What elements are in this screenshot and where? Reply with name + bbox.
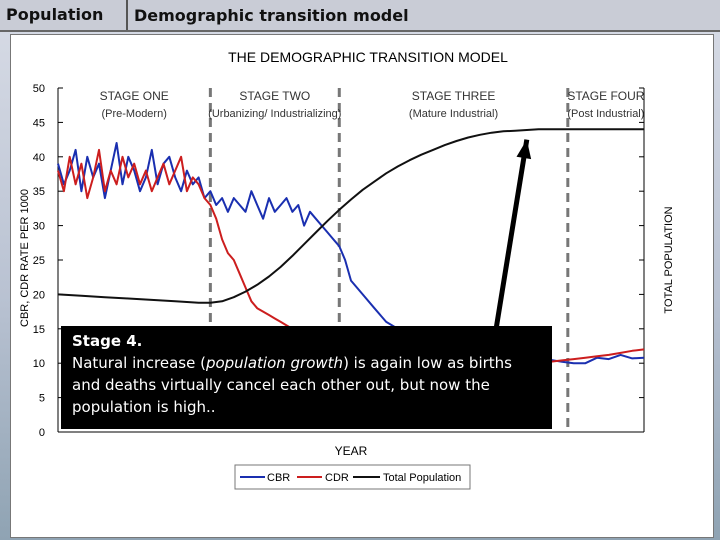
caption-text-after: ) is again low as births and deaths virt… (72, 354, 512, 416)
stage-subtitle: (Pre-Modern) (101, 108, 166, 120)
legend: CBR CDR Total Population (234, 464, 471, 490)
series-line-total-population (57, 128, 644, 304)
y-tick-label: 45 (33, 117, 45, 129)
stage-title: STAGE TWO (239, 89, 310, 103)
y-tick-label: 10 (33, 358, 45, 370)
caption-text-italic: population growth (205, 354, 344, 372)
y-tick-label: 35 (33, 186, 45, 198)
stage-four-caption: Stage 4. Natural increase (population gr… (61, 326, 552, 429)
legend-box (234, 464, 471, 490)
chart-frame (10, 34, 714, 538)
arrow-shaft (489, 139, 530, 357)
stage-title: STAGE THREE (412, 89, 496, 103)
stage-subtitle: (Mature Industrial) (409, 108, 498, 120)
y-tick-label: 5 (39, 393, 45, 405)
right-axis-label: TOTAL POPULATION (663, 206, 675, 313)
y-tick-label: 30 (33, 221, 45, 233)
stage-subtitle: (Post Industrial) (567, 108, 644, 120)
y-axis-label: CBR, CDR RATE PER 1000 (19, 189, 31, 327)
stage-title: STAGE ONE (100, 89, 169, 103)
x-axis-label: YEAR (335, 444, 368, 458)
legend-population-label: Total Population (383, 472, 461, 484)
stage-labels: STAGE ONE (Pre-Modern) STAGE TWO (Urbanizin… (100, 89, 645, 120)
axes: 0 5 10 15 20 25 30 35 40 45 50 (33, 83, 645, 439)
caption-text-before: Natural increase ( (72, 354, 206, 372)
y-tick-label: 50 (33, 83, 45, 95)
y-tick-label: 20 (33, 289, 45, 301)
caption-heading: Stage 4. (72, 332, 143, 350)
slide-title: Demographic transition model (134, 5, 409, 25)
caption-body: Natural increase (population growth) is … (72, 352, 542, 418)
section-label: Population (0, 0, 128, 30)
y-tick-label: 40 (33, 152, 45, 164)
y-tick-label: 15 (33, 324, 45, 336)
legend-cdr-label: CDR (325, 472, 349, 484)
slide-header: Population Demographic transition model (0, 0, 720, 32)
stage-subtitle: (Urbanizing/ Industrializing) (208, 108, 341, 120)
arrow-annotation (489, 139, 532, 357)
y-tick-label: 0 (39, 427, 45, 439)
y-tick-label: 25 (33, 255, 45, 267)
legend-cbr-label: CBR (267, 472, 290, 484)
stage-title: STAGE FOUR (567, 89, 644, 103)
arrow-head (516, 139, 532, 160)
chart-title: THE DEMOGRAPHIC TRANSITION MODEL (228, 49, 508, 65)
